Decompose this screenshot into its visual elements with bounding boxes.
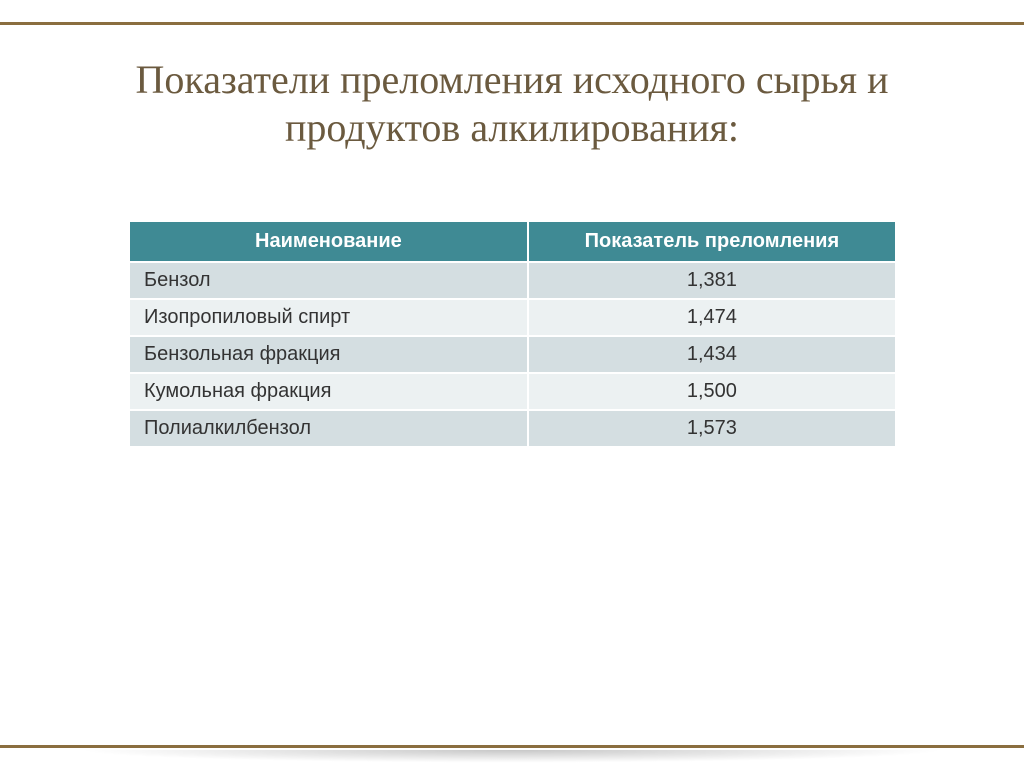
bottom-divider bbox=[0, 745, 1024, 748]
cell-value: 1,474 bbox=[528, 299, 895, 336]
table-row: Полиалкилбензол1,573 bbox=[130, 410, 895, 446]
th-value: Показатель преломления bbox=[528, 222, 895, 262]
table-header-row: Наименование Показатель преломления bbox=[130, 222, 895, 262]
top-divider bbox=[0, 22, 1024, 25]
th-name: Наименование bbox=[130, 222, 528, 262]
cell-value: 1,500 bbox=[528, 373, 895, 410]
table-body: Бензол1,381Изопропиловый спирт1,474Бензо… bbox=[130, 262, 895, 446]
cell-value: 1,381 bbox=[528, 262, 895, 299]
slide: Показатели преломления исходного сырья и… bbox=[0, 0, 1024, 768]
cell-value: 1,434 bbox=[528, 336, 895, 373]
cell-name: Бензол bbox=[130, 262, 528, 299]
table-row: Изопропиловый спирт1,474 bbox=[130, 299, 895, 336]
slide-title: Показатели преломления исходного сырья и… bbox=[60, 56, 964, 152]
cell-name: Бензольная фракция bbox=[130, 336, 528, 373]
table-container: Наименование Показатель преломления Бенз… bbox=[130, 222, 895, 446]
table-row: Бензол1,381 bbox=[130, 262, 895, 299]
table-row: Кумольная фракция1,500 bbox=[130, 373, 895, 410]
cell-name: Полиалкилбензол bbox=[130, 410, 528, 446]
refraction-table: Наименование Показатель преломления Бенз… bbox=[130, 222, 895, 446]
cell-name: Кумольная фракция bbox=[130, 373, 528, 410]
bottom-shadow bbox=[0, 750, 1024, 768]
table-row: Бензольная фракция1,434 bbox=[130, 336, 895, 373]
cell-name: Изопропиловый спирт bbox=[130, 299, 528, 336]
cell-value: 1,573 bbox=[528, 410, 895, 446]
